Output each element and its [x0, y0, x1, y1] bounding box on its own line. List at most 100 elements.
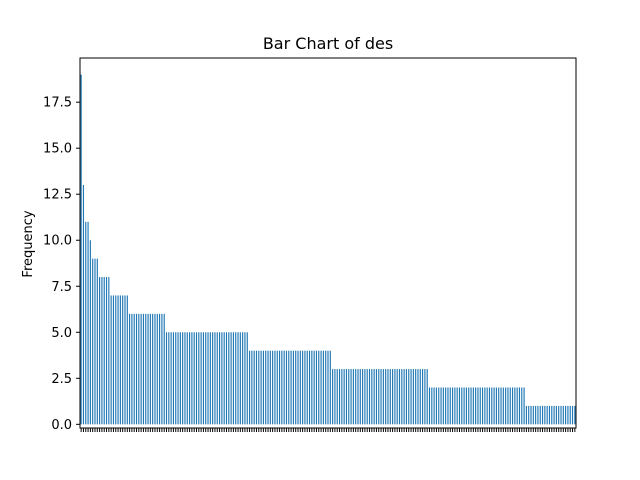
bar [334, 369, 336, 425]
bar [82, 185, 85, 425]
bar [507, 387, 509, 425]
bar [477, 387, 479, 425]
bar [278, 350, 281, 425]
bar [410, 369, 412, 425]
bar [486, 387, 488, 425]
bar [493, 387, 495, 425]
bar [380, 369, 382, 425]
bar [124, 295, 126, 425]
bar [96, 258, 98, 425]
bar [537, 405, 539, 425]
bar [281, 350, 283, 425]
bar [481, 387, 484, 425]
bar [401, 369, 403, 425]
bar [327, 350, 329, 425]
bar [205, 332, 207, 425]
bar [428, 387, 431, 425]
bar [505, 387, 507, 425]
bar [373, 369, 375, 425]
bar [392, 369, 394, 425]
bar [145, 313, 147, 425]
bar [530, 405, 532, 425]
bar [419, 369, 421, 425]
bar [272, 350, 274, 425]
bar [175, 332, 177, 425]
bar [302, 350, 304, 425]
bar [292, 350, 294, 425]
bar [112, 295, 115, 425]
bar [355, 369, 357, 425]
bar [184, 332, 186, 425]
bar [422, 369, 424, 425]
bar [521, 387, 523, 425]
bar [99, 277, 101, 425]
bar [308, 350, 311, 425]
bar [468, 387, 470, 425]
bars-group [80, 74, 576, 425]
bar [405, 369, 408, 425]
bar [456, 387, 458, 425]
bar [491, 387, 493, 425]
bar [159, 313, 161, 425]
bar [311, 350, 313, 425]
bar [110, 295, 112, 425]
bar [442, 387, 444, 425]
bar [274, 350, 276, 425]
bar [209, 332, 211, 425]
bar [170, 332, 172, 425]
bar [297, 350, 299, 425]
bar [325, 350, 327, 425]
bar [532, 405, 534, 425]
bar [560, 405, 562, 425]
bar [551, 405, 553, 425]
bar [535, 405, 537, 425]
bar [219, 332, 221, 425]
bar [255, 350, 258, 425]
bar [470, 387, 472, 425]
bar [336, 369, 338, 425]
bar [140, 313, 142, 425]
bar [454, 387, 456, 425]
bar [357, 369, 359, 425]
bar [108, 277, 110, 425]
bar [571, 405, 574, 425]
y-tick-label: 12.5 [43, 188, 72, 203]
bar [445, 387, 447, 425]
bar [147, 313, 149, 425]
y-tick-label: 5.0 [51, 326, 72, 341]
bar [198, 332, 200, 425]
bar [223, 332, 225, 425]
plot-frame [79, 57, 577, 429]
bar [525, 405, 527, 425]
bar [479, 387, 481, 425]
bar [168, 332, 170, 425]
bar [484, 387, 486, 425]
bar [375, 369, 378, 425]
bar [87, 221, 89, 425]
bar [262, 350, 264, 425]
bar [237, 332, 239, 425]
bar [135, 313, 138, 425]
bar [138, 313, 140, 425]
bar [452, 387, 454, 425]
bar [214, 332, 216, 425]
bar [202, 332, 204, 425]
bar [569, 405, 571, 425]
bar [239, 332, 241, 425]
bar [431, 387, 433, 425]
bar [514, 387, 516, 425]
bar [318, 350, 320, 425]
bar [341, 369, 343, 425]
bar [518, 387, 521, 425]
bar [195, 332, 198, 425]
bar [350, 369, 352, 425]
bar [385, 369, 387, 425]
bar [440, 387, 442, 425]
bar [295, 350, 297, 425]
bar [345, 369, 348, 425]
bar [142, 313, 145, 425]
bar [216, 332, 218, 425]
bar [332, 369, 334, 425]
bar [122, 295, 124, 425]
bar [193, 332, 195, 425]
